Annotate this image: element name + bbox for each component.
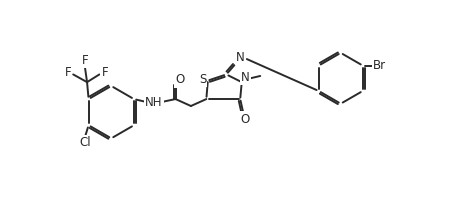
- Text: S: S: [199, 73, 206, 86]
- Text: NH: NH: [145, 96, 163, 109]
- Text: N: N: [241, 71, 250, 84]
- Text: N: N: [236, 51, 245, 64]
- Text: Br: Br: [373, 59, 386, 72]
- Text: O: O: [240, 113, 249, 125]
- Text: F: F: [81, 54, 88, 67]
- Text: O: O: [176, 73, 185, 86]
- Text: Cl: Cl: [79, 136, 90, 149]
- Text: F: F: [101, 66, 108, 79]
- Text: F: F: [64, 66, 71, 79]
